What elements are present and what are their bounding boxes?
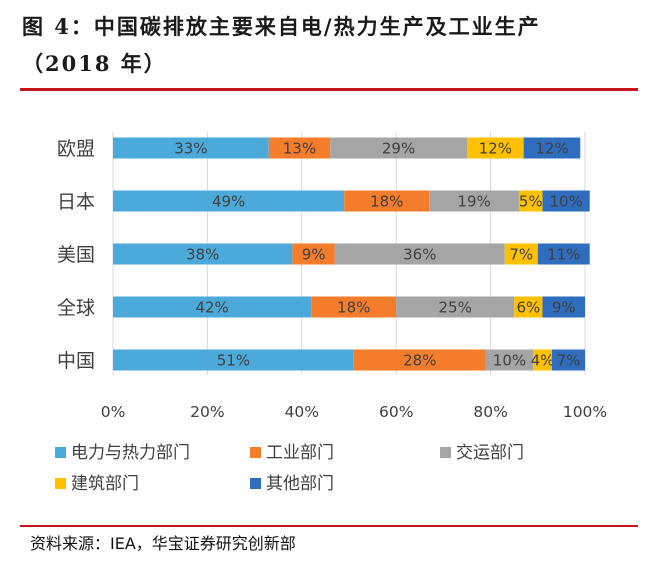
data-label: 28% xyxy=(403,352,436,370)
category-label: 欧盟 xyxy=(57,138,95,160)
x-tick-label: 60% xyxy=(379,403,413,421)
bar-segment xyxy=(353,349,486,371)
data-label: 13% xyxy=(283,140,316,158)
legend-swatch xyxy=(250,478,261,489)
bar-segment xyxy=(113,296,312,318)
bar-segment xyxy=(467,137,524,159)
bar-segment xyxy=(551,349,585,371)
data-label: 18% xyxy=(370,193,403,211)
category-label: 美国 xyxy=(57,244,95,266)
x-tick-label: 100% xyxy=(563,403,607,421)
bar-segment xyxy=(311,296,397,318)
chart-title: 图 4：中国碳排放主要来自电/热力生产及工业生产 （2018 年） xyxy=(22,8,652,82)
source-divider xyxy=(20,525,638,527)
bar-segment xyxy=(429,190,519,212)
bar-segment xyxy=(537,243,590,265)
data-label: 51% xyxy=(217,352,250,370)
data-label: 12% xyxy=(479,140,512,158)
legend-swatch xyxy=(55,447,66,458)
data-label: 36% xyxy=(403,246,436,264)
legend-label: 交运部门 xyxy=(456,443,524,463)
data-label: 49% xyxy=(212,193,245,211)
legend-label: 其他部门 xyxy=(266,474,334,494)
data-label: 42% xyxy=(195,299,228,317)
data-label: 7% xyxy=(509,246,533,264)
x-tick-label: 80% xyxy=(473,403,507,421)
category-label: 中国 xyxy=(57,350,95,372)
legend-swatch xyxy=(250,447,261,458)
bar-segment xyxy=(542,296,585,318)
bar-segment xyxy=(113,190,345,212)
category-label: 全球 xyxy=(57,297,95,319)
data-label: 6% xyxy=(516,299,540,317)
data-label: 19% xyxy=(457,193,490,211)
legend-label: 建筑部门 xyxy=(71,474,139,494)
bar-segment xyxy=(504,243,538,265)
x-tick-label: 40% xyxy=(285,403,319,421)
data-label: 10% xyxy=(549,193,582,211)
data-label: 25% xyxy=(439,299,472,317)
data-label: 7% xyxy=(557,352,581,370)
data-label: 18% xyxy=(337,299,370,317)
bar-segment xyxy=(268,137,331,159)
bar-segment xyxy=(396,296,515,318)
data-label: 4% xyxy=(531,352,555,370)
x-tick-label: 20% xyxy=(190,403,224,421)
data-label: 11% xyxy=(547,246,580,264)
bar-segment xyxy=(514,296,543,318)
chart-title-line1: 图 4：中国碳排放主要来自电/热力生产及工业生产 xyxy=(22,14,541,39)
bar-segment xyxy=(485,349,534,371)
title-divider xyxy=(20,88,638,91)
source-note: 资料来源：IEA，华宝证券研究创新部 xyxy=(30,534,296,553)
bar-segment xyxy=(113,137,269,159)
bar-segment xyxy=(113,243,293,265)
data-label: 9% xyxy=(552,299,576,317)
bar-segment xyxy=(334,243,505,265)
data-label: 29% xyxy=(382,140,415,158)
legend-label: 电力与热力部门 xyxy=(71,443,190,463)
chart-title-line2: （2018 年） xyxy=(22,51,167,76)
bar-segment xyxy=(523,137,581,159)
bar-segment xyxy=(344,190,430,212)
category-label: 日本 xyxy=(57,191,95,213)
bar-segment xyxy=(518,190,543,212)
legend-swatch xyxy=(440,447,451,458)
data-label: 9% xyxy=(302,246,326,264)
bar-segment xyxy=(113,349,354,371)
legend-label: 工业部门 xyxy=(266,443,334,463)
data-label: 12% xyxy=(535,140,568,158)
bar-segment xyxy=(542,190,590,212)
bar-segment xyxy=(330,137,467,159)
legend-swatch xyxy=(55,478,66,489)
x-tick-label: 0% xyxy=(101,403,126,421)
bar-segment xyxy=(533,349,552,371)
data-label: 38% xyxy=(186,246,219,264)
bar-segment xyxy=(292,243,335,265)
data-label: 5% xyxy=(519,193,543,211)
data-label: 33% xyxy=(174,140,207,158)
data-label: 10% xyxy=(493,352,526,370)
